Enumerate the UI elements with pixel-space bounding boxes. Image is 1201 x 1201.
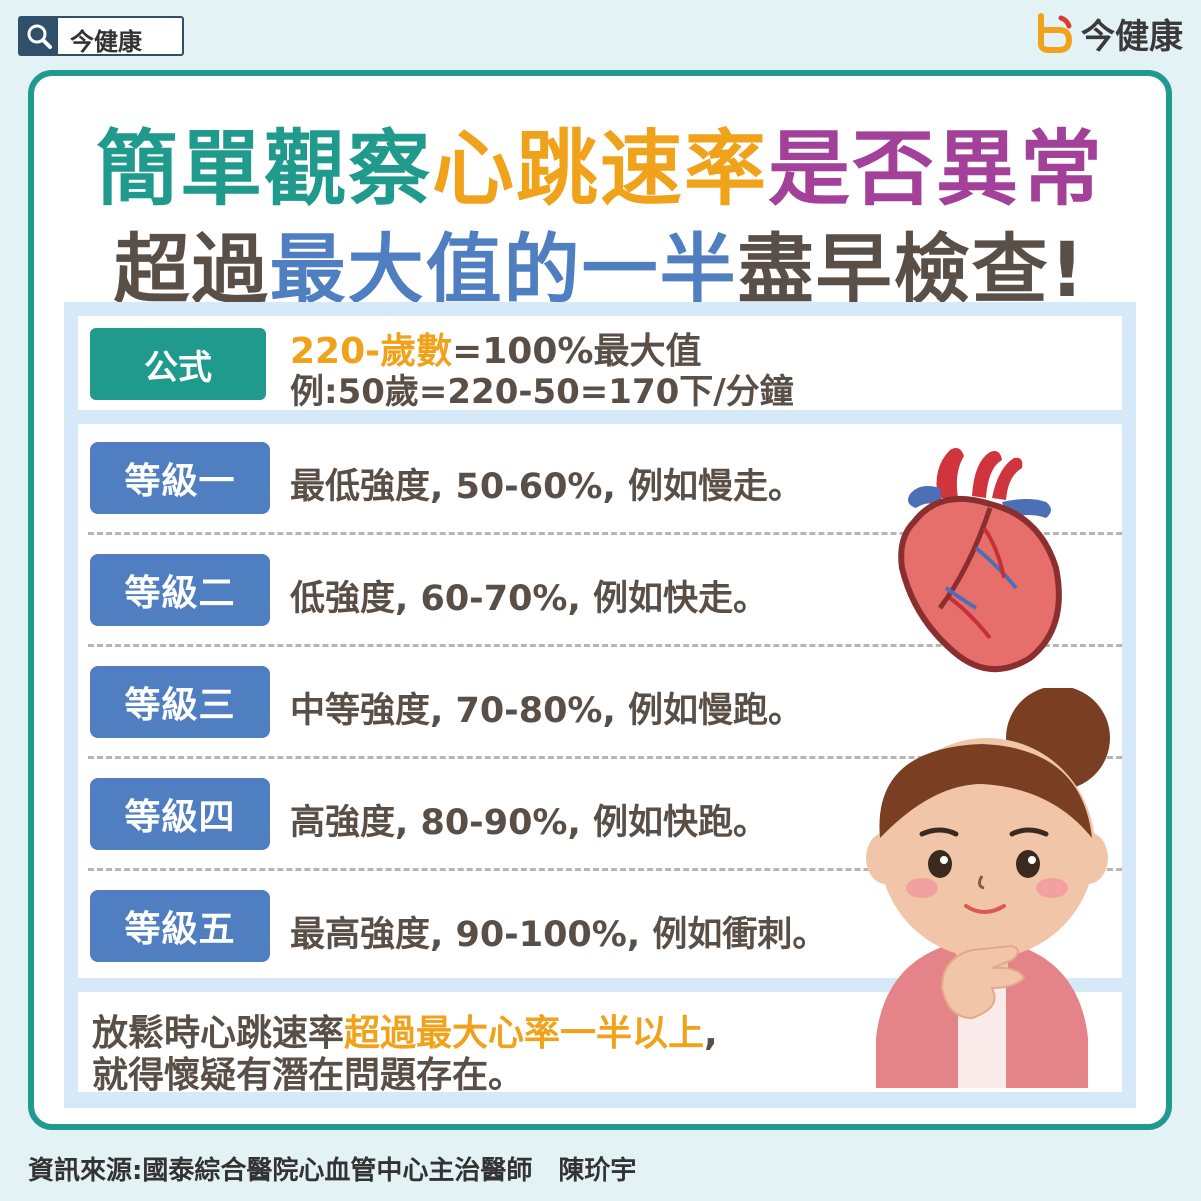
note-prefix: 放鬆時心跳速率 — [92, 1013, 345, 1054]
level-text: 高強度, 80-90%, 例如快跑。 — [290, 803, 768, 843]
divider — [88, 644, 1122, 647]
level-row-5: 等級五 最高強度, 90-100%, 例如衝刺。 — [78, 872, 1122, 982]
title-line-1-part-2: 心跳速率 — [431, 122, 768, 217]
level-badge: 等級三 — [90, 666, 270, 738]
title-line-1: 簡單觀察心跳速率是否異常 — [34, 102, 1166, 221]
note-suffix: , — [704, 1013, 718, 1054]
level-badge: 等級二 — [90, 554, 270, 626]
level-text: 最低強度, 50-60%, 例如慢走。 — [290, 467, 803, 507]
title-line-2-part-3: 盡早檢查! — [737, 225, 1087, 314]
note-highlight: 超過最大心率一半以上 — [344, 1013, 705, 1054]
level-text: 最高強度, 90-100%, 例如衝刺。 — [290, 915, 828, 955]
note-line-1: 放鬆時心跳速率超過最大心率一半以上, — [92, 1004, 718, 1056]
formula-example: 例:50歲=220-50=170下/分鐘 — [290, 372, 794, 412]
title-line-2-part-1: 超過 — [113, 225, 270, 314]
level-badge: 等級五 — [90, 890, 270, 962]
search-icon — [20, 18, 58, 54]
level-row-1: 等級一 最低強度, 50-60%, 例如慢走。 — [78, 424, 1122, 534]
title-line-2: 超過最大值的一半盡早檢查! — [34, 208, 1166, 318]
source-credit: 資訊來源:國泰綜合醫院心血管中心主治醫師 陳玠宇 — [28, 1156, 637, 1186]
woman-illustration — [866, 688, 1110, 1088]
note-line-2: 就得懷疑有潛在問題存在。 — [92, 1055, 525, 1096]
brand-logo-icon — [1038, 13, 1073, 53]
title-line-2-part-2: 最大值的一半 — [269, 225, 738, 314]
level-row-2: 等級二 低強度, 60-70%, 例如快走。 — [78, 536, 1122, 646]
level-row-3: 等級三 中等強度, 70-80%, 例如慢跑。 — [78, 648, 1122, 758]
brand-name: 今健康 — [1081, 16, 1183, 57]
divider — [88, 756, 1122, 759]
brand: 今健康 — [1033, 8, 1183, 58]
title-line-1-part-1: 簡單觀察 — [95, 122, 432, 217]
title-line-1-part-3: 是否異常 — [768, 122, 1105, 217]
search-box[interactable]: 今健康 — [18, 16, 184, 56]
search-label: 今健康 — [70, 28, 142, 56]
formula-badge: 公式 — [90, 328, 266, 400]
level-badge: 等級一 — [90, 442, 270, 514]
level-text: 中等強度, 70-80%, 例如慢跑。 — [290, 691, 803, 731]
formula-highlight: 220-歲數 — [290, 331, 453, 372]
formula-line: 220-歲數=100%最大值 — [290, 322, 701, 374]
divider — [88, 868, 1122, 871]
level-row-4: 等級四 高強度, 80-90%, 例如快跑。 — [78, 760, 1122, 870]
formula-rest: =100%最大值 — [452, 331, 702, 372]
heart-illustration — [898, 448, 1062, 673]
divider — [88, 532, 1122, 535]
level-badge: 等級四 — [90, 778, 270, 850]
formula-box: 公式 220-歲數=100%最大值 例:50歲=220-50=170下/分鐘 — [78, 316, 1122, 412]
level-text: 低強度, 60-70%, 例如快走。 — [290, 579, 768, 619]
